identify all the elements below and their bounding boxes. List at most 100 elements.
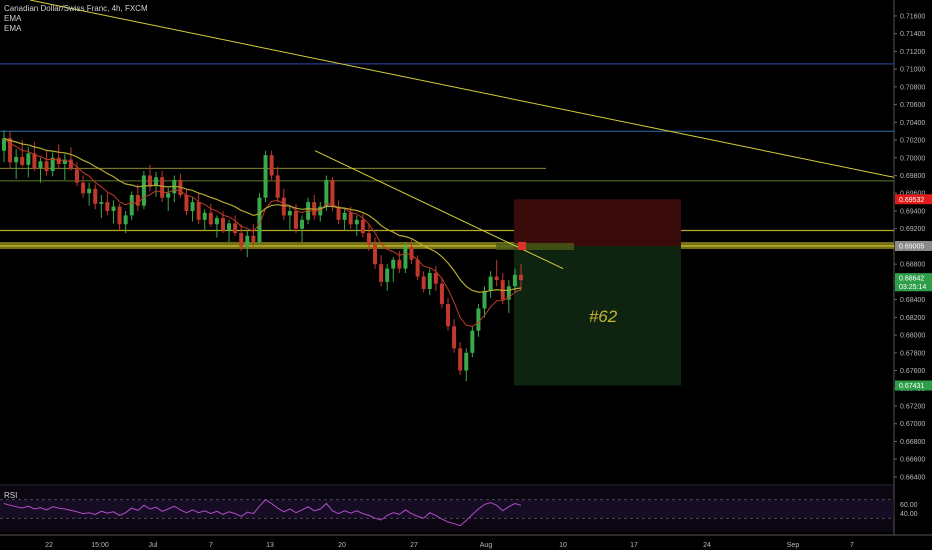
candle-body xyxy=(141,175,146,206)
chart-legend: Canadian Dollar/Swiss Franc, 4h, FXCM EM… xyxy=(4,4,148,34)
price-tick-label: 0.70400 xyxy=(900,120,925,127)
rsi-line xyxy=(3,499,522,527)
candle-body xyxy=(391,259,396,269)
price-tick-label: 0.66600 xyxy=(900,457,925,464)
candle-body xyxy=(147,175,152,187)
candle-body xyxy=(366,233,371,245)
price-tag-label: 0.68642 xyxy=(899,276,924,283)
time-tick-label: 7 xyxy=(850,542,854,549)
candle-body xyxy=(50,157,55,172)
candle-body xyxy=(439,283,444,305)
candle-body xyxy=(336,206,341,220)
time-tick-label: 10 xyxy=(559,542,567,549)
candle-body xyxy=(488,276,493,291)
candle-body xyxy=(8,138,13,163)
candle-body xyxy=(379,264,384,282)
candle-body xyxy=(494,276,499,281)
price-tick-label: 0.69200 xyxy=(900,226,925,233)
candle-body xyxy=(166,193,171,198)
candle-body xyxy=(184,195,189,211)
candle-body xyxy=(300,219,305,229)
candle-body xyxy=(464,352,469,371)
price-tick-label: 0.66400 xyxy=(900,474,925,481)
candle-body xyxy=(233,223,238,234)
candle-body xyxy=(74,169,79,183)
candle-body xyxy=(190,202,195,211)
candle-body xyxy=(81,182,86,194)
time-tick-label: 17 xyxy=(630,542,638,549)
candle-body xyxy=(427,273,432,289)
price-tick-label: 0.68400 xyxy=(900,297,925,304)
price-tick-label: 0.68000 xyxy=(900,333,925,340)
symbol-title: Canadian Dollar/Swiss Franc, 4h, FXCM xyxy=(4,4,148,13)
candle-body xyxy=(214,218,219,225)
candle-body xyxy=(129,195,134,216)
ema-indicator-label[interactable]: EMA xyxy=(4,14,22,23)
candle-body xyxy=(202,212,207,220)
price-tag xyxy=(895,281,932,292)
candle-body xyxy=(519,274,523,281)
time-tick-label: Jul xyxy=(149,542,158,549)
candle-body xyxy=(20,156,25,165)
entry-marker xyxy=(518,241,526,250)
price-tag-label: 0.69005 xyxy=(899,243,924,250)
price-tick-label: 0.67800 xyxy=(900,350,925,357)
candle-body xyxy=(281,197,286,216)
entry-highlight xyxy=(496,242,574,250)
candle-body xyxy=(123,215,128,225)
candle-body xyxy=(87,188,92,194)
candle-body xyxy=(56,157,61,164)
ema-indicator-label[interactable]: EMA xyxy=(4,24,22,33)
price-tick-label: 0.67200 xyxy=(900,403,925,410)
candle-body xyxy=(330,179,335,207)
price-tick-label: 0.67600 xyxy=(900,368,925,375)
candle-body xyxy=(512,274,517,287)
price-tag-label: 03:25:14 xyxy=(899,284,926,291)
price-tag xyxy=(895,194,932,205)
candle-body xyxy=(360,219,365,234)
price-tick-label: 0.69400 xyxy=(900,208,925,215)
candle-body xyxy=(93,188,98,204)
price-tick-label: 0.68200 xyxy=(900,315,925,322)
candle-body xyxy=(2,138,6,151)
time-tick-label: 7 xyxy=(209,542,213,549)
candle-body xyxy=(409,246,414,260)
candle-body xyxy=(38,161,43,169)
time-tick-label: 27 xyxy=(410,542,418,549)
candle-body xyxy=(506,286,511,300)
idea-number-label: #62 xyxy=(589,307,618,326)
price-tick-label: 0.69800 xyxy=(900,173,925,180)
candle-body xyxy=(318,206,323,216)
time-tick-label: Sep xyxy=(787,542,800,549)
candle-body xyxy=(263,155,268,198)
candle-body xyxy=(220,218,225,231)
candle-body xyxy=(135,195,140,206)
time-tick-label: 13 xyxy=(266,542,274,549)
candle-body xyxy=(446,304,451,327)
price-tick-label: 0.67000 xyxy=(900,421,925,428)
rsi-indicator-label[interactable]: RSI xyxy=(4,491,18,500)
candle-body xyxy=(287,210,292,216)
candle-body xyxy=(348,212,353,225)
candle-body xyxy=(433,273,438,284)
price-tick-label: 0.68800 xyxy=(900,262,925,269)
price-tick-label: 0.70000 xyxy=(900,155,925,162)
candle-body xyxy=(257,197,262,242)
candle-body xyxy=(160,177,165,198)
rsi-band-fill xyxy=(0,499,894,519)
candle-body xyxy=(154,177,159,187)
candle-body xyxy=(227,223,232,231)
candle-body xyxy=(44,161,49,172)
time-tick-label: 22 xyxy=(45,542,53,549)
price-tick-label: 0.71000 xyxy=(900,67,925,74)
candle-body xyxy=(239,233,244,247)
candle-body xyxy=(397,259,402,269)
candle-body xyxy=(196,202,201,220)
candle-body xyxy=(293,210,298,229)
candle-body xyxy=(421,276,426,289)
price-tag xyxy=(895,273,932,284)
time-tick-label: 20 xyxy=(338,542,346,549)
time-tick-label: 15:00 xyxy=(91,542,109,549)
candle-body xyxy=(500,280,505,300)
